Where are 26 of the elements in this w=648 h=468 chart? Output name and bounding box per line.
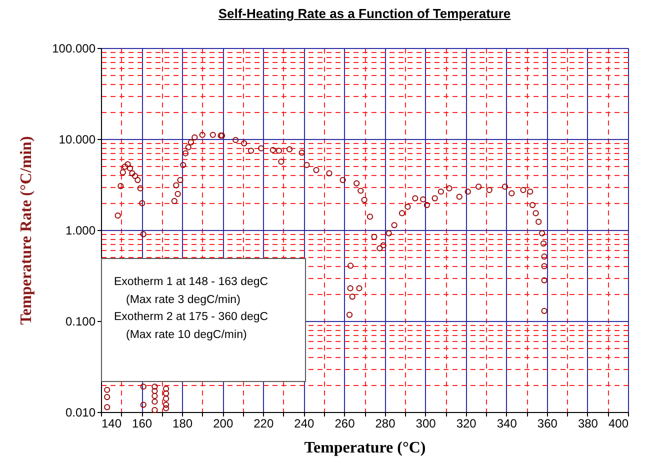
x-tick-label: 140	[102, 416, 122, 430]
x-tick-label: 340	[496, 416, 518, 430]
annotation: (Max rate 3 degC/min)	[125, 292, 242, 308]
y-tick-label: 0.010	[65, 406, 96, 420]
x-tick-label: 180	[172, 416, 193, 430]
x-tick-label: 320	[456, 416, 477, 430]
annotation: Exotherm 1 at 148 - 163 degC	[113, 275, 270, 290]
x-tick-label: 220	[254, 416, 274, 430]
annotation: Exotherm 2 at 175 - 360 degC	[113, 310, 270, 325]
y-axis-title: Temperature Rate (°C/min)	[18, 136, 36, 325]
x-tick-label: 240	[294, 416, 315, 430]
y-tick-label: 100.000	[52, 42, 96, 56]
x-axis-title: Temperature (°C)	[304, 440, 426, 456]
x-tick-label: 260	[334, 416, 356, 430]
chart-title: Self-Heating Rate as a Function of Temperature	[217, 6, 512, 21]
x-tick-label: 280	[375, 416, 396, 430]
y-tick-label: 0.100	[65, 314, 96, 328]
x-tick-label: 300	[416, 416, 436, 430]
x-tick-label: 360	[537, 416, 558, 430]
x-tick-label: 200	[213, 416, 234, 430]
y-tick-label: 1.000	[65, 224, 96, 238]
x-tick-label: 160	[132, 416, 152, 430]
x-tick-label: 380	[578, 416, 598, 430]
y-tick-label: 10.000	[58, 132, 96, 146]
x-tick-label: 400	[608, 416, 629, 430]
annotation: (Max rate 10 degC/min)	[125, 328, 248, 342]
